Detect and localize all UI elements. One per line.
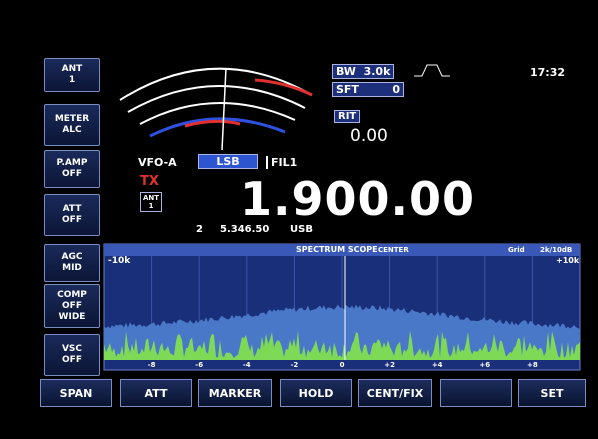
scope-tick-label: 0 xyxy=(332,361,352,369)
function-key[interactable]: SET xyxy=(518,379,586,407)
tx-indicator: TX xyxy=(140,174,159,189)
scope-tick-label: -2 xyxy=(284,361,304,369)
sub-index: 2 xyxy=(196,224,203,235)
side-button-text: 1 xyxy=(69,75,75,86)
screen: {"side_buttons": [ {"lines": ["ANT", "1"… xyxy=(0,0,598,439)
function-key[interactable]: SPAN xyxy=(40,379,112,407)
side-button-text: OFF xyxy=(62,301,82,312)
bw-box: BW 3.0k xyxy=(332,64,394,79)
side-button-text: COMP xyxy=(57,290,87,301)
scope-title: SPECTRUM SCOPE xyxy=(296,245,378,254)
sft-value: 0 xyxy=(392,83,400,96)
side-button-text: ALC xyxy=(62,125,81,136)
scope-right: +10k xyxy=(556,256,579,265)
vfo-name: VFO-A xyxy=(138,156,177,169)
clock: 17:32 xyxy=(530,66,565,79)
scope-left: -10k xyxy=(108,256,130,266)
rit-label: RIT xyxy=(334,110,360,123)
meter xyxy=(120,68,312,150)
sub-mode: USB xyxy=(290,224,313,235)
side-button-text: OFF xyxy=(62,169,82,180)
side-button-text: METER xyxy=(55,114,89,125)
side-button-text: ANT xyxy=(62,64,83,75)
function-key[interactable]: CENT/FIX xyxy=(358,379,432,407)
function-key[interactable] xyxy=(440,379,512,407)
bw-value: 3.0k xyxy=(364,65,391,78)
side-button-text: AGC xyxy=(62,252,83,263)
scope-grid-label: Grid xyxy=(508,246,525,254)
scope-tick-label: +6 xyxy=(475,361,495,369)
main-frequency: 1.900.00 xyxy=(240,172,475,226)
side-button-text: ATT xyxy=(63,204,82,215)
mode: LSB xyxy=(198,154,258,169)
scope-tick-label: +8 xyxy=(522,361,542,369)
side-button-text: VSC xyxy=(62,344,82,355)
scope-tick-label: +2 xyxy=(380,361,400,369)
sft-label: SFT xyxy=(336,83,359,96)
side-button-text: MID xyxy=(62,263,82,274)
filter-shape xyxy=(412,62,452,78)
bw-label: BW xyxy=(336,65,356,78)
meter-arc xyxy=(128,86,305,112)
sft-box: SFT 0 xyxy=(332,82,404,97)
function-key[interactable]: HOLD xyxy=(280,379,352,407)
scope-scale: 2k/10dB xyxy=(540,246,572,254)
meter-needle xyxy=(222,68,226,150)
side-button-text: OFF xyxy=(62,355,82,366)
side-button-text: P.AMP xyxy=(57,158,88,169)
scope-mode: CENTER xyxy=(378,246,409,254)
scope-tick-label: -8 xyxy=(142,361,162,369)
scope-tick-label: -6 xyxy=(189,361,209,369)
side-button-text: WIDE xyxy=(59,312,86,323)
scope-tick-label: -4 xyxy=(237,361,257,369)
function-key[interactable]: MARKER xyxy=(198,379,272,407)
function-key[interactable]: ATT xyxy=(120,379,192,407)
filter: FIL1 xyxy=(266,156,297,169)
sub-frequency: 5.346.50 xyxy=(220,224,269,235)
rit-value: 0.00 xyxy=(350,126,388,146)
ant-label: ANT xyxy=(143,194,159,202)
scope-tick-label: +4 xyxy=(427,361,447,369)
ant-value: 1 xyxy=(143,202,159,210)
side-button-text: OFF xyxy=(62,215,82,226)
